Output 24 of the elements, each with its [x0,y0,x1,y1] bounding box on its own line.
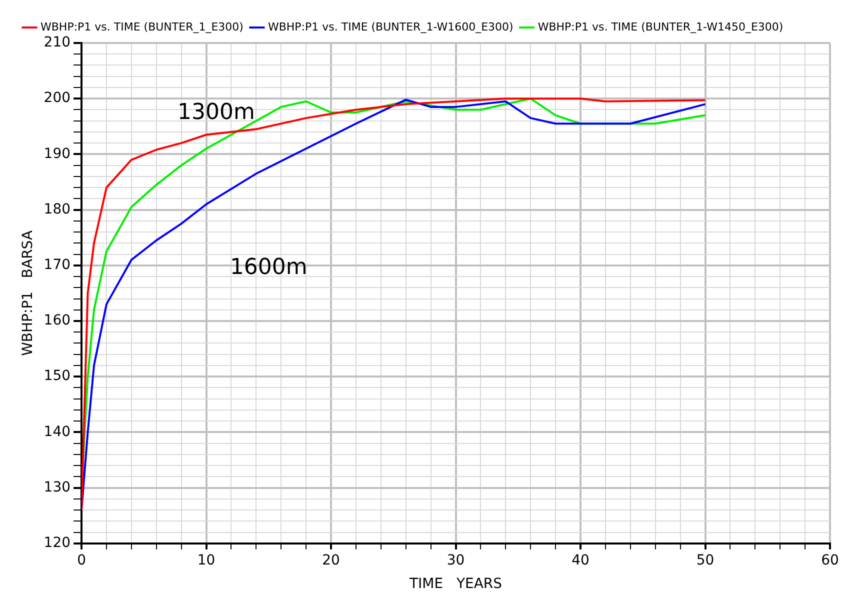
legend-label: WBHP:P1 vs. TIME (BUNTER_1-W1450_E300) [538,20,784,34]
y-tick-label: 150 [44,368,71,384]
x-tick-label: 40 [572,552,590,568]
y-tick-label: 170 [44,257,71,274]
y-axis-title: WBHP:P1 BARSA [20,230,36,356]
legend-label: WBHP:P1 vs. TIME (BUNTER_1_E300) [40,20,244,34]
y-tick-label: 120 [44,535,71,552]
y-tick-label: 140 [44,424,71,440]
y-tick-label: 130 [44,479,71,496]
x-tick-label: 60 [821,552,839,568]
annotation: 1300m [178,100,255,125]
x-tick-label: 30 [446,552,465,568]
y-tick-label: 160 [44,312,71,329]
x-tick-label: 20 [322,552,340,568]
y-tick-label: 200 [44,90,71,106]
annotation: 1600m [230,254,308,280]
y-tick-label: 180 [44,201,71,218]
y-tick-label: 190 [44,146,71,162]
x-tick-label: 10 [197,552,216,568]
x-tick-label: 0 [77,552,86,568]
x-tick-label: 50 [696,552,714,568]
y-tick-label: 210 [44,34,71,51]
x-axis-title: TIME YEARS [408,576,502,592]
legend-label: WBHP:P1 vs. TIME (BUNTER_1-W1600_E300) [268,20,514,34]
